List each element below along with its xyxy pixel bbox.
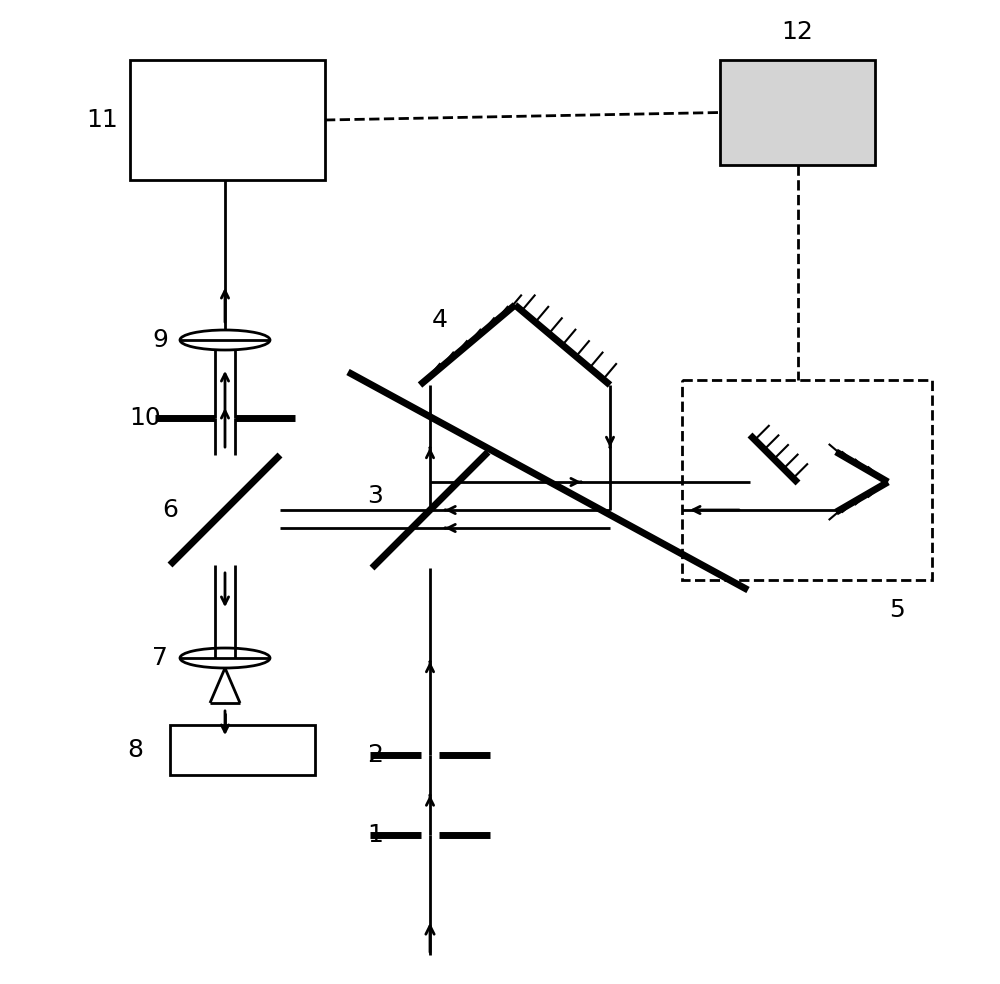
Bar [170, 725, 315, 775]
Text: 3: 3 [367, 484, 383, 508]
Text: 2: 2 [367, 743, 383, 767]
Text: 12: 12 [782, 20, 813, 44]
Bar [130, 60, 325, 180]
Text: 4: 4 [432, 308, 448, 332]
Text: 7: 7 [152, 646, 168, 670]
Text: 9: 9 [152, 328, 168, 352]
Text: 5: 5 [889, 598, 905, 622]
Bar [682, 380, 932, 580]
Text: 11: 11 [86, 108, 118, 132]
Text: 6: 6 [162, 498, 178, 522]
Text: 1: 1 [367, 823, 383, 847]
Text: 10: 10 [129, 406, 161, 430]
Text: 8: 8 [127, 738, 143, 762]
Bar [720, 60, 875, 165]
